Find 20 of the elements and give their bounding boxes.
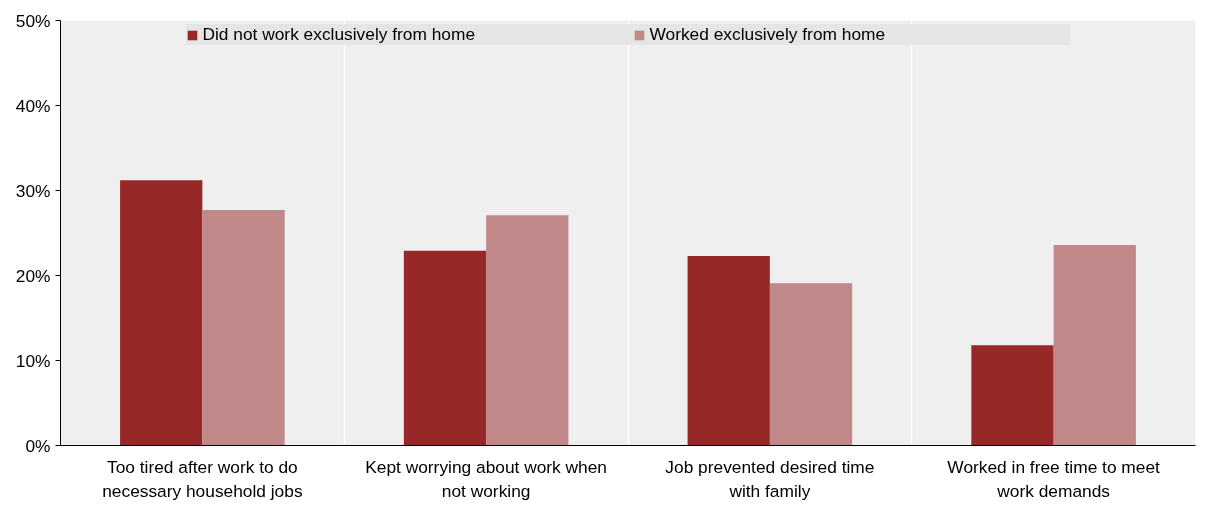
legend-label: Worked exclusively from home: [649, 24, 887, 45]
x-tick-label: Job prevented desired time with family: [665, 456, 875, 501]
legend-label: Did not work exclusively from home: [202, 24, 477, 45]
y-tick-label: 20%: [15, 265, 51, 286]
bar: [971, 345, 1054, 446]
x-tick-label: Worked in free time to meet work demands: [947, 456, 1161, 501]
x-tick-label: Too tired after work to do necessary household jobs: [102, 456, 303, 501]
bar: [120, 180, 203, 446]
x-tick-label: Kept worrying about work when not working: [365, 456, 608, 501]
bar: [403, 250, 487, 446]
y-tick-label: 50%: [15, 10, 51, 31]
y-tick-label: 10%: [15, 350, 51, 371]
bar: [486, 215, 569, 446]
bar: [202, 210, 285, 446]
y-tick-label: 30%: [15, 180, 51, 201]
bar: [687, 255, 770, 446]
bar: [1053, 244, 1136, 446]
y-tick-label: 0%: [25, 435, 51, 456]
bar: [769, 283, 853, 446]
y-tick-label: 40%: [15, 95, 51, 116]
